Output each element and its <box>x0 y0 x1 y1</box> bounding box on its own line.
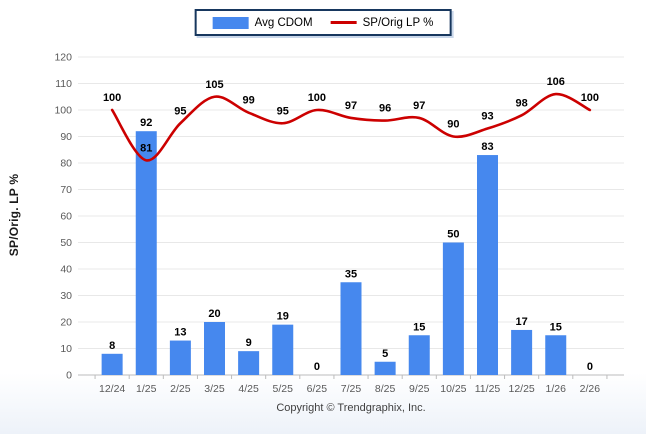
bar <box>238 351 260 375</box>
svg-text:97: 97 <box>345 100 357 112</box>
x-axis-tickmarks <box>94 375 608 379</box>
bar <box>169 340 191 375</box>
svg-text:30: 30 <box>60 290 72 302</box>
y-axis-ticks: 0 10 20 30 40 50 60 70 80 90 100 110 120 <box>54 52 72 382</box>
svg-text:3/25: 3/25 <box>204 383 225 395</box>
svg-text:80: 80 <box>60 158 72 170</box>
svg-text:20: 20 <box>60 317 72 329</box>
svg-text:0: 0 <box>66 370 72 382</box>
svg-text:6/25: 6/25 <box>307 383 328 395</box>
svg-text:7/25: 7/25 <box>341 383 362 395</box>
svg-text:92: 92 <box>140 117 152 129</box>
line-value-labels: 100 81 95 105 99 95 100 97 96 97 90 93 98 106 100 <box>103 76 599 154</box>
x-axis-labels: 12/24 1/25 2/25 3/25 4/25 5/25 6/25 7/25 8/25 9/2… <box>99 383 600 395</box>
svg-text:13: 13 <box>174 327 186 339</box>
legend-label: Avg CDOM <box>254 16 313 29</box>
svg-text:4/25: 4/25 <box>238 383 259 395</box>
svg-text:95: 95 <box>174 105 186 117</box>
svg-text:81: 81 <box>140 142 152 154</box>
svg-text:106: 106 <box>547 76 565 88</box>
svg-text:100: 100 <box>103 92 121 104</box>
bar <box>477 155 498 375</box>
svg-text:110: 110 <box>55 78 72 90</box>
svg-text:9: 9 <box>246 337 252 349</box>
bar-series-avg-cdom <box>101 131 567 375</box>
svg-text:100: 100 <box>581 92 599 104</box>
svg-text:2/25: 2/25 <box>170 383 191 395</box>
svg-text:40: 40 <box>60 264 72 276</box>
svg-text:83: 83 <box>481 141 493 153</box>
bar <box>101 353 123 375</box>
svg-text:19: 19 <box>277 311 289 323</box>
svg-text:20: 20 <box>208 308 220 320</box>
svg-text:70: 70 <box>60 184 72 196</box>
svg-text:100: 100 <box>54 105 72 117</box>
svg-text:97: 97 <box>413 100 425 112</box>
svg-text:50: 50 <box>447 229 459 241</box>
svg-text:99: 99 <box>243 95 255 107</box>
legend-label: SP/Orig LP % <box>362 16 434 29</box>
bar <box>442 242 464 375</box>
svg-text:5/25: 5/25 <box>273 383 294 395</box>
svg-text:93: 93 <box>481 111 493 123</box>
bar <box>340 282 362 375</box>
bar-swatch-icon <box>212 16 249 29</box>
svg-text:0: 0 <box>587 361 593 373</box>
svg-text:12/25: 12/25 <box>508 383 534 395</box>
svg-text:15: 15 <box>550 321 562 333</box>
svg-text:90: 90 <box>60 131 72 143</box>
svg-text:95: 95 <box>277 105 289 117</box>
svg-text:17: 17 <box>516 316 528 328</box>
svg-text:98: 98 <box>516 97 528 109</box>
svg-text:90: 90 <box>447 119 459 131</box>
svg-text:11/25: 11/25 <box>475 383 501 395</box>
bar <box>204 322 225 375</box>
svg-text:12/24: 12/24 <box>99 383 125 395</box>
svg-text:15: 15 <box>413 321 425 333</box>
copyright-text: Copyright © Trendgraphix, Inc. <box>276 402 426 414</box>
legend-item-sp-orig-lp: SP/Orig LP % <box>330 16 434 29</box>
bar <box>272 324 294 375</box>
svg-text:50: 50 <box>60 237 72 249</box>
line-series-sp-orig-lp <box>110 92 592 162</box>
svg-text:60: 60 <box>60 211 72 223</box>
bar <box>545 335 567 375</box>
bar <box>408 335 430 375</box>
bar <box>374 361 396 375</box>
bar-value-labels: 8 92 13 20 9 19 0 35 5 15 50 83 17 15 0 <box>109 117 593 373</box>
svg-text:35: 35 <box>345 268 357 280</box>
svg-text:8/25: 8/25 <box>375 383 396 395</box>
svg-text:120: 120 <box>54 52 72 64</box>
bar <box>511 329 533 375</box>
line-swatch-icon <box>330 21 357 24</box>
svg-text:5: 5 <box>382 348 388 360</box>
svg-text:100: 100 <box>308 92 326 104</box>
gridlines <box>78 56 624 349</box>
svg-text:9/25: 9/25 <box>409 383 430 395</box>
svg-text:10/25: 10/25 <box>440 383 466 395</box>
svg-text:1/26: 1/26 <box>546 383 567 395</box>
y-axis-title: SP/Orig. LP % <box>7 173 21 257</box>
svg-text:96: 96 <box>379 103 391 115</box>
svg-text:0: 0 <box>314 361 320 373</box>
svg-text:8: 8 <box>109 340 115 352</box>
legend-item-avg-cdom: Avg CDOM <box>212 16 313 29</box>
svg-text:2/26: 2/26 <box>580 383 601 395</box>
svg-text:10: 10 <box>60 343 72 355</box>
svg-text:105: 105 <box>205 79 223 91</box>
svg-text:1/25: 1/25 <box>136 383 157 395</box>
chart-legend: Avg CDOM SP/Orig LP % <box>194 9 452 36</box>
bar <box>135 131 157 375</box>
